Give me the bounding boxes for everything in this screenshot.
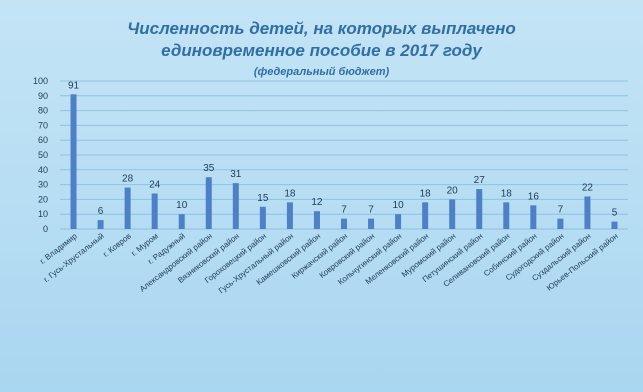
bar <box>395 214 402 229</box>
y-tick-label: 80 <box>38 106 48 116</box>
data-label: 27 <box>474 175 486 186</box>
data-label: 18 <box>284 188 296 199</box>
data-label: 12 <box>311 197 323 208</box>
y-tick-label: 0 <box>43 224 48 234</box>
data-label: 18 <box>501 188 513 199</box>
bar <box>611 221 618 229</box>
data-label: 7 <box>558 205 564 216</box>
bar <box>151 193 158 229</box>
data-label: 7 <box>341 205 347 216</box>
bar <box>341 218 347 229</box>
data-label: 5 <box>612 208 618 219</box>
bar <box>124 187 131 229</box>
chart-title-line-2: единовременное пособие в 2017 году <box>161 41 482 60</box>
bar <box>286 202 293 229</box>
bar <box>70 94 77 229</box>
data-label: 35 <box>203 163 215 174</box>
bar <box>476 189 483 229</box>
bar <box>259 206 266 229</box>
chart-subtitle: (федеральный бюджет) <box>253 66 390 78</box>
bar <box>584 196 591 229</box>
y-tick-label: 20 <box>38 194 48 204</box>
bar <box>449 199 456 229</box>
bar <box>232 183 239 229</box>
chart-title-block: Численность детей, на которых выплачено … <box>0 18 643 80</box>
data-label: 28 <box>122 174 134 185</box>
y-axis-ticks: 0 10 20 30 40 50 60 70 80 90 100 <box>33 76 48 234</box>
y-tick-label: 10 <box>38 209 48 219</box>
bar <box>557 218 564 229</box>
y-tick-label: 90 <box>38 91 48 101</box>
y-tick-label: 100 <box>33 76 48 86</box>
bar <box>503 202 510 229</box>
bar <box>530 205 537 229</box>
data-label: 16 <box>528 191 540 202</box>
bar <box>368 218 375 229</box>
y-tick-label: 50 <box>38 150 48 160</box>
data-labels: 91 6 28 24 10 35 31 15 18 12 7 7 10 18 20 27 18 16 7 22 5 <box>68 80 618 218</box>
data-label: 24 <box>149 179 161 190</box>
bar <box>422 202 429 229</box>
bar <box>178 214 185 229</box>
x-tick-label: г. Ковров <box>101 231 132 258</box>
data-label: 18 <box>420 188 432 199</box>
data-label: 91 <box>68 80 80 91</box>
chart-title-line-1: Численность детей, на которых выплачено <box>127 19 516 38</box>
y-tick-label: 30 <box>38 180 48 190</box>
data-label: 20 <box>447 185 459 196</box>
bar <box>205 177 212 229</box>
data-label: 31 <box>230 169 242 180</box>
data-label: 22 <box>582 182 594 193</box>
bar <box>97 220 104 229</box>
data-label: 6 <box>98 206 104 217</box>
data-label: 15 <box>257 193 269 204</box>
data-label: 7 <box>368 205 374 216</box>
bar <box>313 211 320 229</box>
y-tick-label: 70 <box>38 120 48 130</box>
data-label: 10 <box>176 200 188 211</box>
bars <box>70 94 618 229</box>
y-tick-label: 40 <box>38 165 48 175</box>
y-tick-label: 60 <box>38 135 48 145</box>
data-label: 10 <box>393 200 405 211</box>
